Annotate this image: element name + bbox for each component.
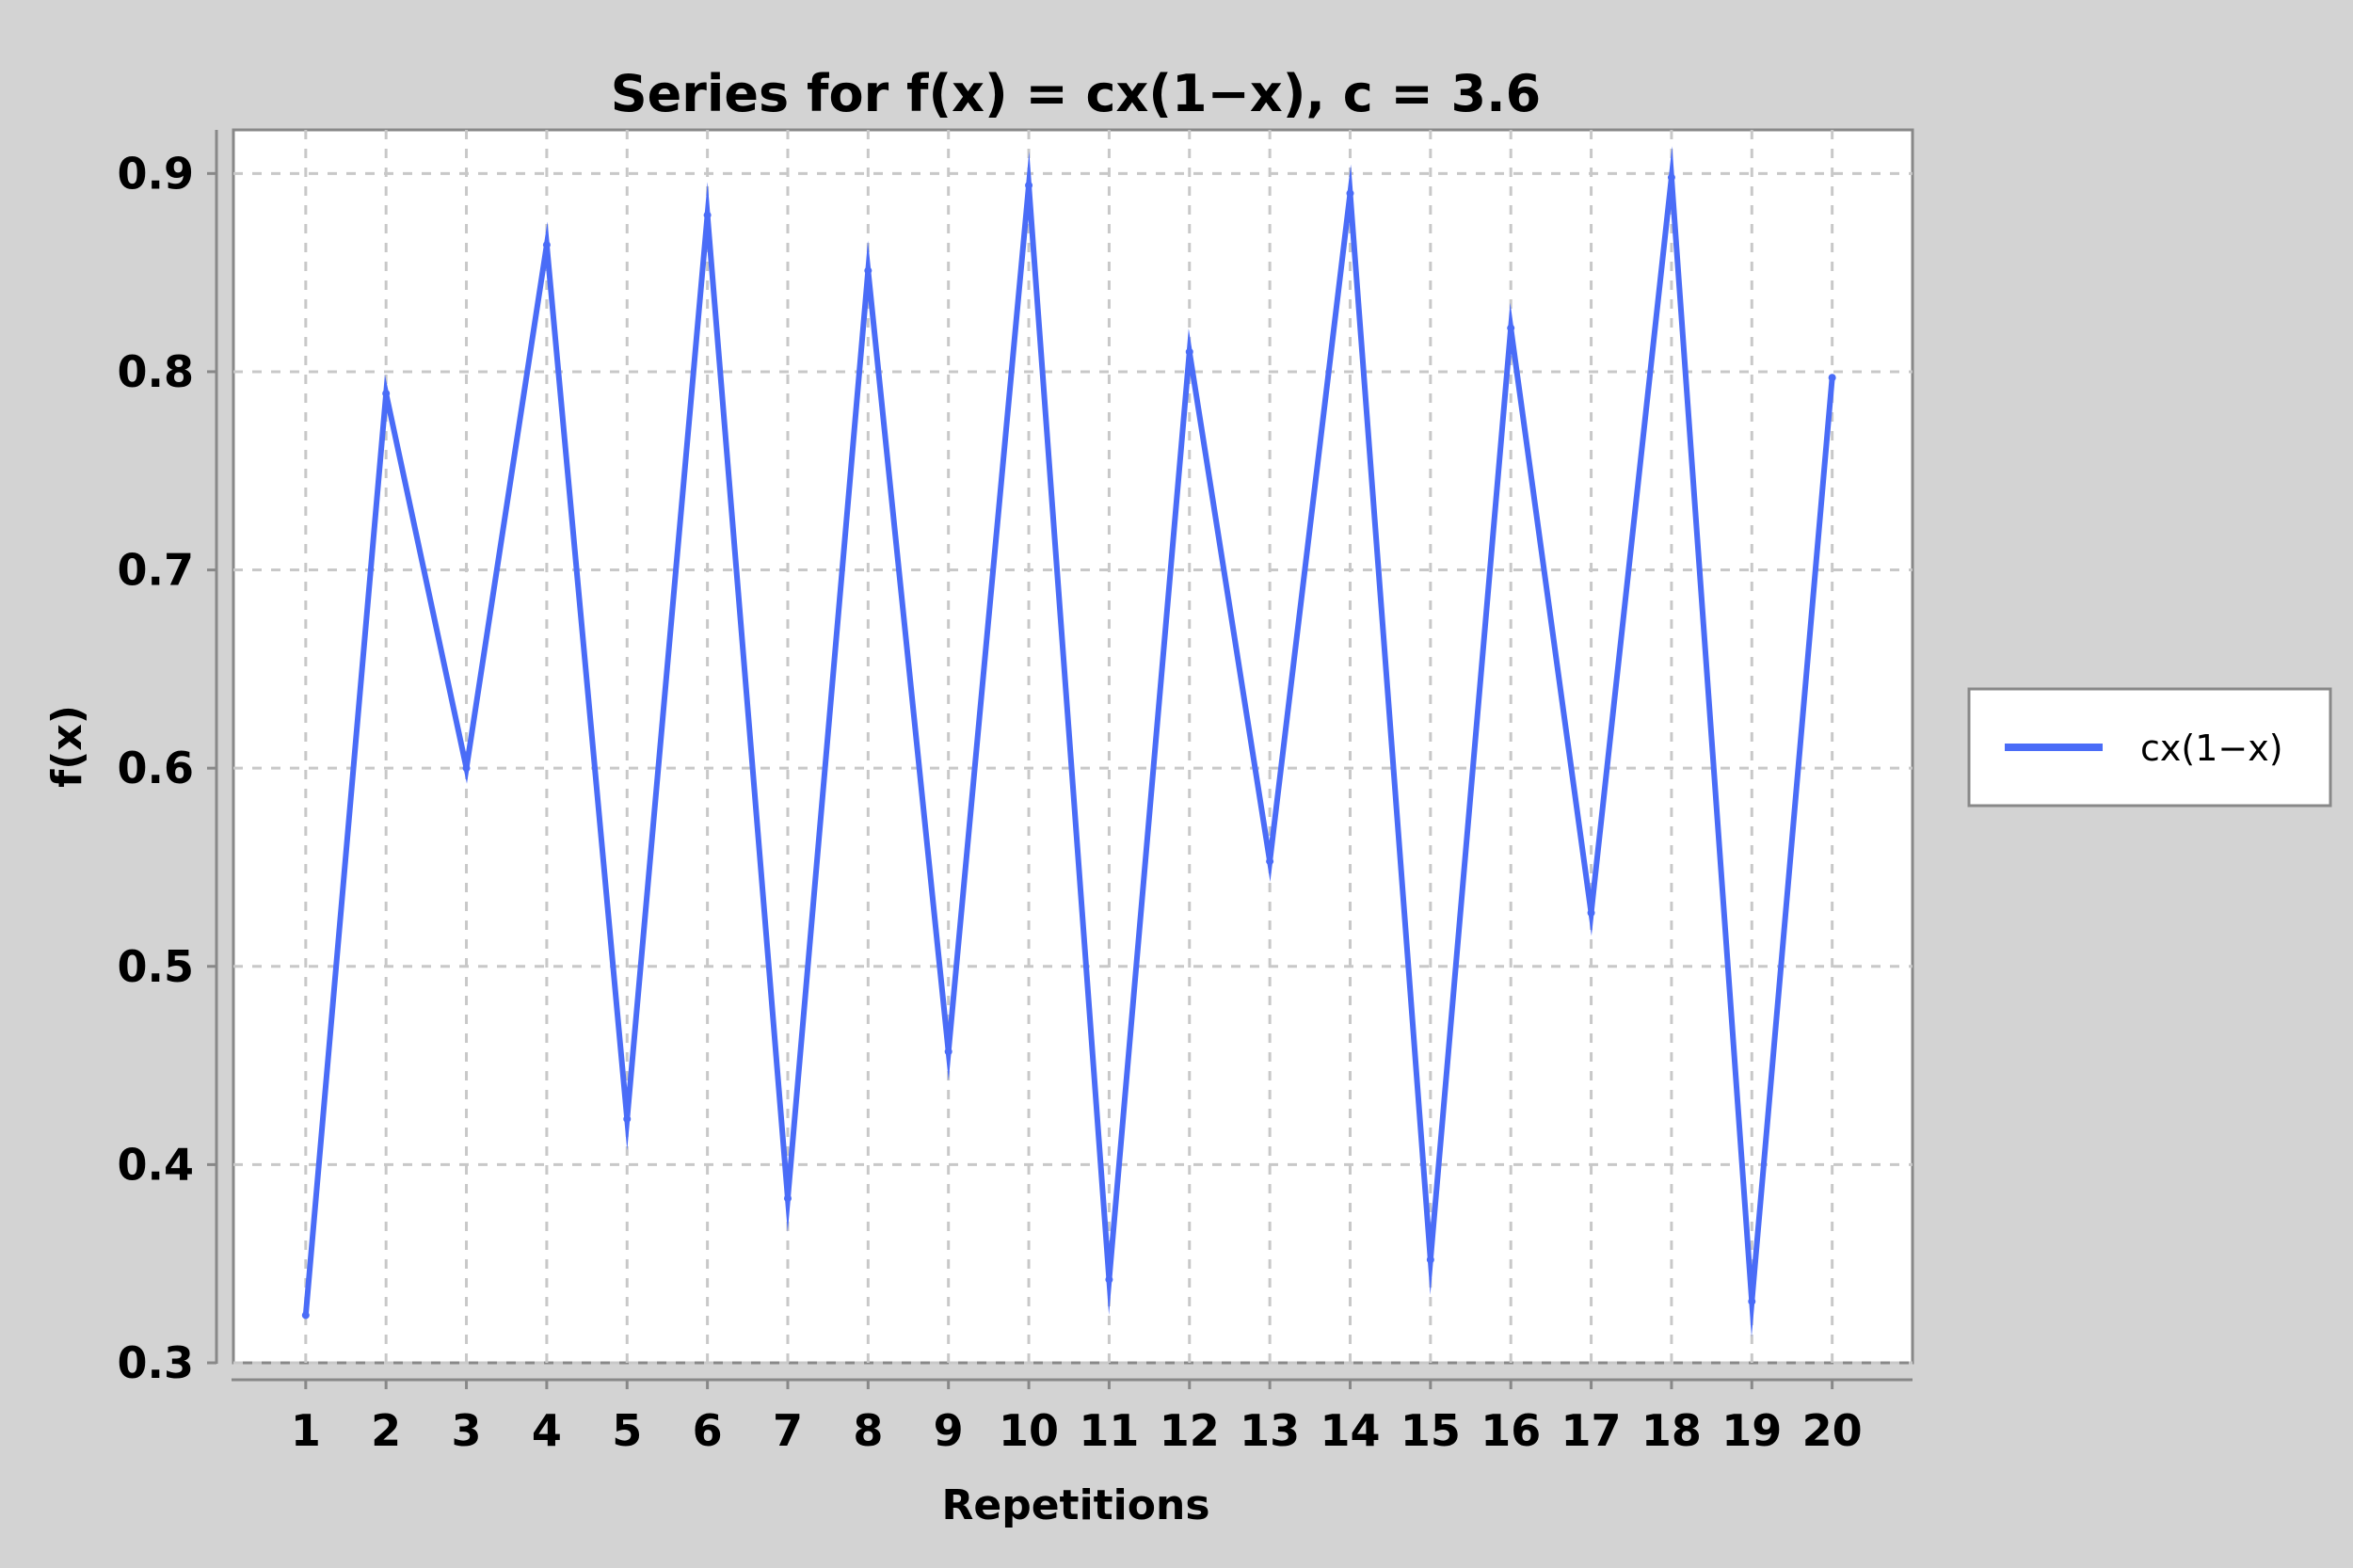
y-tick-label: 0.9 (118, 148, 195, 199)
y-axis-label: f(x) (43, 705, 91, 788)
series-line (302, 146, 1835, 1337)
data-point (1266, 857, 1274, 866)
data-point (944, 1048, 952, 1056)
data-point (382, 390, 391, 398)
chart-title: Series for f(x) = cx(1−x), c = 3.6 (611, 64, 1541, 123)
data-point (1346, 189, 1354, 198)
data-point (462, 764, 471, 773)
data-point (1667, 173, 1675, 182)
axis-ticks: 1 2 3 4 5 6 7 8 9 10 11 12 13 14 15 16 17 18 19 200.30.40.5… (118, 148, 1863, 1456)
x-tick-label: 18 (1641, 1405, 1702, 1456)
legend: cx(1−x) (1967, 687, 2332, 808)
x-tick-label: 13 (1240, 1405, 1300, 1456)
y-tick-label: 0.3 (118, 1337, 195, 1388)
data-point (783, 1194, 792, 1203)
x-axis-label: Repetitions (941, 1481, 1209, 1529)
data-point (542, 241, 551, 249)
data-point (1507, 324, 1515, 332)
data-point (1185, 347, 1193, 356)
data-point (623, 1114, 632, 1123)
data-point (1105, 1275, 1113, 1284)
x-tick-label: 12 (1160, 1405, 1220, 1456)
x-tick-label: 4 (532, 1405, 562, 1456)
y-tick-label: 0.6 (118, 743, 195, 793)
x-tick-label: 14 (1320, 1405, 1380, 1456)
x-tick-label: 15 (1401, 1405, 1461, 1456)
y-tick-label: 0.8 (118, 346, 195, 397)
data-point (1828, 374, 1836, 382)
data-point (301, 1311, 310, 1320)
data-point (864, 266, 872, 275)
y-tick-label: 0.5 (118, 941, 195, 992)
x-tick-label: 19 (1721, 1405, 1782, 1456)
x-tick-label: 11 (1079, 1405, 1139, 1456)
data-point (1025, 181, 1033, 189)
x-tick-label: 20 (1802, 1405, 1863, 1456)
data-point (1426, 1256, 1434, 1264)
y-tick-label: 0.7 (118, 545, 195, 596)
series-layer (301, 146, 1836, 1337)
y-tick-label: 0.4 (118, 1139, 195, 1190)
x-tick-label: 1 (291, 1405, 321, 1456)
plot-area (232, 128, 1914, 1365)
x-tick-label: 2 (371, 1405, 401, 1456)
legend-label: cx(1−x) (2140, 728, 2283, 769)
x-tick-label: 6 (693, 1405, 723, 1456)
x-tick-label: 8 (853, 1405, 883, 1456)
x-tick-label: 10 (999, 1405, 1059, 1456)
grid-lines (233, 130, 1913, 1365)
x-tick-label: 9 (934, 1405, 964, 1456)
x-tick-label: 16 (1481, 1405, 1541, 1456)
x-tick-label: 7 (773, 1405, 803, 1456)
x-tick-label: 5 (612, 1405, 642, 1456)
data-point (1587, 908, 1595, 917)
data-point (1748, 1297, 1756, 1305)
x-tick-label: 17 (1561, 1405, 1622, 1456)
data-point (703, 211, 712, 219)
x-tick-label: 3 (452, 1405, 482, 1456)
